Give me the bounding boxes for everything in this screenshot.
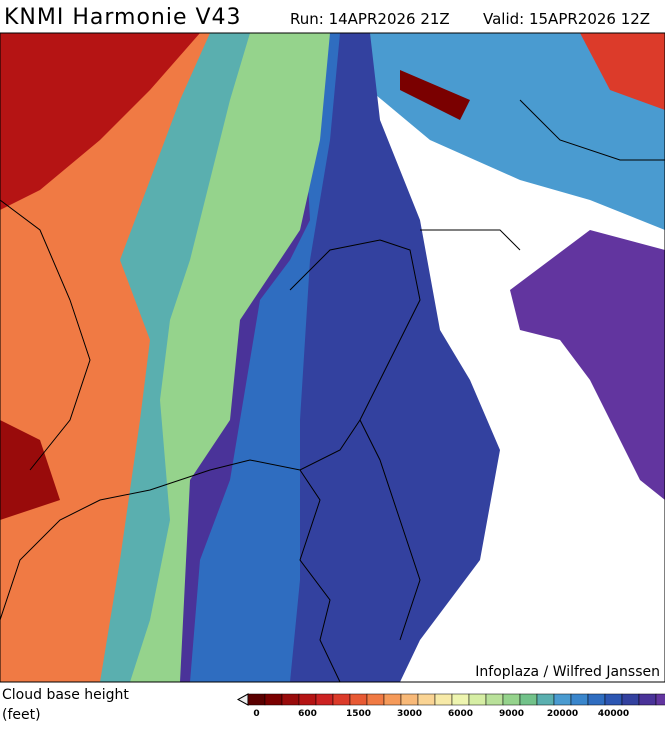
colorbar-swatch: [383, 693, 402, 706]
colorbar-swatch: [638, 693, 657, 706]
coastlines: [0, 99, 665, 471]
colorbar-swatch: [587, 693, 606, 706]
colorbar-swatch: [536, 693, 555, 706]
colorbar-swatch: [349, 693, 368, 706]
blue-band: [0, 33, 665, 230]
colorbar-swatch: [468, 693, 487, 706]
map: Infoplaza / Wilfred Janssen: [0, 32, 665, 683]
orange: [0, 33, 210, 682]
title: KNMI Harmonie V43: [4, 5, 242, 30]
colorbar-label: 1500: [346, 709, 371, 719]
colorbar-swatch: [400, 693, 419, 706]
colorbar-swatch: [570, 693, 589, 706]
colorbar-label: 600: [298, 709, 317, 719]
colorbar-swatch: [247, 693, 266, 706]
colorbar-swatch: [502, 693, 521, 706]
colorbar-swatch: [485, 693, 504, 706]
colorbar-swatch: [332, 693, 351, 706]
red-patch: [580, 33, 665, 110]
colorbar-swatch: [281, 693, 300, 706]
colorbar-swatch: [553, 693, 572, 706]
colorbar-swatch: [655, 693, 665, 706]
credit: Infoplaza / Wilfred Janssen: [475, 664, 660, 680]
colorbar-swatch: [264, 693, 283, 706]
colorbar-swatch: [621, 693, 640, 706]
purple-east: [510, 230, 665, 500]
colorbar-label: 40000: [598, 709, 629, 719]
low-cloud-patch: [400, 70, 470, 120]
colorbar-label: 0: [253, 709, 259, 719]
colorbar-label: 6000: [448, 709, 473, 719]
colorbar-label: 9000: [499, 709, 524, 719]
run-time: Run: 14APR2026 21Z: [290, 10, 450, 28]
colorbar-swatch: [519, 693, 538, 706]
red: [0, 33, 200, 210]
legend-unit: (feet): [2, 707, 41, 723]
colorbar-swatch: [298, 693, 317, 706]
colorbar: 0 600 1500 3000 6000 9000 20000 40000: [236, 693, 665, 719]
colorbar-swatch: [451, 693, 470, 706]
colorbar-label: 3000: [397, 709, 422, 719]
colorbar-swatch: [315, 693, 334, 706]
legend-title: Cloud base height: [2, 687, 129, 703]
colorbar-swatch: [604, 693, 623, 706]
colorbar-swatch: [366, 693, 385, 706]
borders: [0, 239, 421, 682]
valid-time: Valid: 15APR2026 12Z: [483, 10, 650, 28]
colorbar-label: 20000: [547, 709, 578, 719]
colorbar-swatch: [434, 693, 453, 706]
colorbar-swatch: [417, 693, 436, 706]
